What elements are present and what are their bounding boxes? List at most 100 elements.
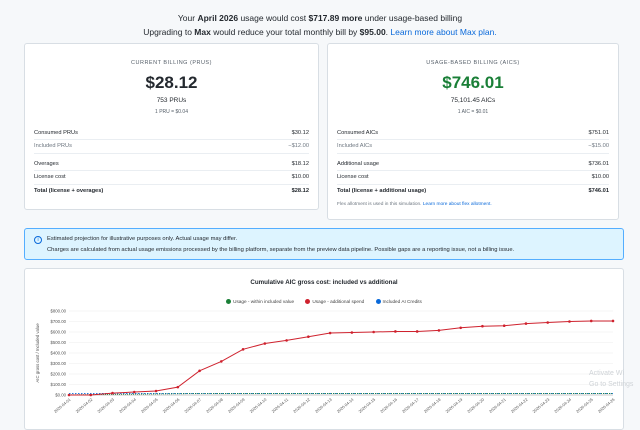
x-tick-label: 2026-04-21 (488, 396, 507, 413)
x-tick-label: 2026-04-08 (205, 396, 224, 413)
data-point-additional-spend (263, 342, 267, 345)
data-point-additional-spend (111, 391, 114, 395)
y-tick-label: $600.00 (50, 330, 66, 335)
x-tick-label: 2026-04-16 (379, 396, 398, 413)
data-point-additional-spend (241, 348, 245, 351)
breakdown-total-row: Total (license + additional usage) $746.0… (337, 187, 609, 194)
upgrade-suggestion-text: Upgrading to Max would reduce your total… (143, 27, 497, 37)
learn-more-max-link[interactable]: Learn more about Max plan. (390, 27, 497, 37)
cumulative-cost-chart: $0.00 $100.00 $200.00 $300.00 $400.00 $500.00… (35, 309, 616, 414)
x-tick-label: 2026-04-24 (553, 396, 572, 413)
chart-legend: Usage - within included value Usage - ad… (25, 299, 623, 304)
x-tick-label: 2026-04-13 (314, 396, 333, 413)
breakdown-row: Included AICs −$15.00 (337, 140, 609, 154)
legend-swatch (305, 299, 311, 304)
cost-chart-card: Cumulative AIC gross cost: included vs a… (24, 268, 624, 430)
windows-activation-watermark: Activate Wi Go to Settings (589, 370, 634, 388)
x-tick-label: 2026-04-04 (118, 396, 137, 413)
data-point-additional-spend (285, 339, 288, 342)
data-point-additional-spend (568, 320, 571, 323)
y-tick-label: $200.00 (50, 372, 66, 377)
data-point-additional-spend (198, 369, 201, 373)
legend-item-additional-spend[interactable]: Usage - additional spend (305, 299, 364, 304)
x-tick-label: 2026-04-22 (510, 396, 529, 413)
x-tick-label: 2026-04-03 (96, 396, 115, 413)
legend-swatch (226, 299, 232, 304)
y-tick-label: $700.00 (50, 319, 66, 324)
pru-rate: 1 PRU = $0.04 (155, 109, 188, 115)
pru-count: 753 PRUs (156, 97, 187, 104)
breakdown-row: License cost $10.00 (337, 171, 609, 185)
breakdown-row: License cost $10.00 (34, 171, 309, 185)
data-point-additional-spend (67, 393, 71, 397)
x-tick-label: 2026-04-17 (401, 396, 420, 413)
x-tick-label: 2026-04-06 (162, 396, 181, 413)
data-point-additional-spend (589, 319, 593, 323)
legend-item-included-credits[interactable]: Included AI Credits (375, 299, 422, 304)
x-tick-label: 2026-04-23 (531, 396, 550, 413)
breakdown-row: Included PRUs −$12.00 (34, 140, 309, 154)
breakdown-row: Additional usage $736.01 (337, 158, 609, 172)
data-point-additional-spend (220, 360, 223, 363)
data-point-additional-spend (132, 390, 136, 394)
data-point-additional-spend (154, 389, 158, 393)
learn-more-flex-link[interactable]: Learn more about flex allotment. (422, 202, 492, 207)
data-point-additional-spend (307, 335, 310, 339)
breakdown-row: Consumed PRUs $30.12 (34, 127, 309, 141)
series-line-within-included (68, 393, 613, 396)
usage-billing-breakdown: Consumed AICs $751.01 Included AICs −$15.0… (337, 127, 609, 197)
legend-item-within-included[interactable]: Usage - within included value (226, 299, 294, 304)
aic-rate: 1 AIC = $0.01 (457, 109, 489, 115)
x-tick-label: 2026-04-12 (292, 396, 311, 413)
data-point-additional-spend (459, 326, 462, 330)
data-point-additional-spend (328, 331, 332, 335)
current-billing-label: CURRENT BILLING (PRUS) (131, 60, 212, 66)
flex-allotment-note: Flex allotment is used in this simulatio… (337, 202, 492, 207)
breakdown-total-row: Total (license + overages) $28.12 (34, 187, 309, 194)
y-tick-label: $400.00 (50, 351, 66, 356)
current-billing-breakdown: Consumed PRUs $30.12 Included PRUs −$12.00… (34, 127, 309, 197)
data-point-additional-spend (394, 330, 397, 333)
y-tick-label: $500.00 (50, 340, 66, 345)
x-tick-label: 2026-04-11 (271, 396, 290, 413)
breakdown-row: Consumed AICs $751.01 (337, 127, 609, 141)
data-point-additional-spend (437, 329, 441, 332)
data-point-additional-spend (611, 319, 615, 323)
y-axis-label: AIC gross cost / Included value (35, 323, 40, 383)
x-tick-label: 2026-04-02 (75, 396, 94, 413)
breakdown-row: Overages $18.12 (34, 158, 309, 172)
data-point-additional-spend (89, 393, 93, 397)
data-point-additional-spend (372, 330, 375, 334)
x-tick-label: 2026-04-18 (423, 396, 442, 413)
data-point-additional-spend (546, 321, 550, 324)
legend-swatch (375, 299, 381, 304)
x-tick-label: 2026-04-26 (597, 396, 616, 413)
data-point-additional-spend (524, 322, 528, 325)
y-tick-label: $800.00 (50, 309, 66, 314)
x-tick-label: 2026-04-15 (357, 396, 376, 413)
x-tick-label: 2026-04-07 (183, 396, 202, 413)
x-tick-label: 2026-04-19 (444, 396, 463, 413)
data-point-additional-spend (481, 324, 484, 328)
x-tick-label: 2026-04-25 (575, 396, 594, 413)
info-line-2: Charges are calculated from actual usage… (47, 247, 515, 253)
y-tick-label: $0.00 (55, 393, 66, 398)
y-tick-label: $100.00 (50, 382, 66, 387)
info-banner: i Estimated projection for illustrative … (24, 228, 624, 260)
x-tick-label: 2026-04-10 (249, 396, 268, 413)
series-line-additional-spend (69, 320, 613, 396)
x-tick-label: 2026-04-20 (466, 396, 485, 413)
x-tick-label: 2026-04-14 (336, 396, 355, 413)
usage-billing-label: USAGE-BASED BILLING (AICS) (426, 60, 520, 66)
usage-billing-amount: $746.01 (442, 73, 504, 92)
aic-count: 75,101.45 AICs (450, 97, 496, 104)
current-billing-card: CURRENT BILLING (PRUS) $28.12 753 PRUs 1… (24, 43, 319, 210)
y-tick-label: $300.00 (50, 361, 66, 366)
data-point-additional-spend (350, 331, 354, 334)
info-icon: i (34, 236, 42, 244)
data-point-additional-spend (176, 385, 180, 389)
current-billing-amount: $28.12 (145, 73, 198, 92)
x-tick-label: 2026-04-09 (227, 396, 246, 413)
x-tick-label: 2026-04-05 (140, 396, 159, 413)
chart-title: Cumulative AIC gross cost: included vs a… (250, 279, 398, 286)
